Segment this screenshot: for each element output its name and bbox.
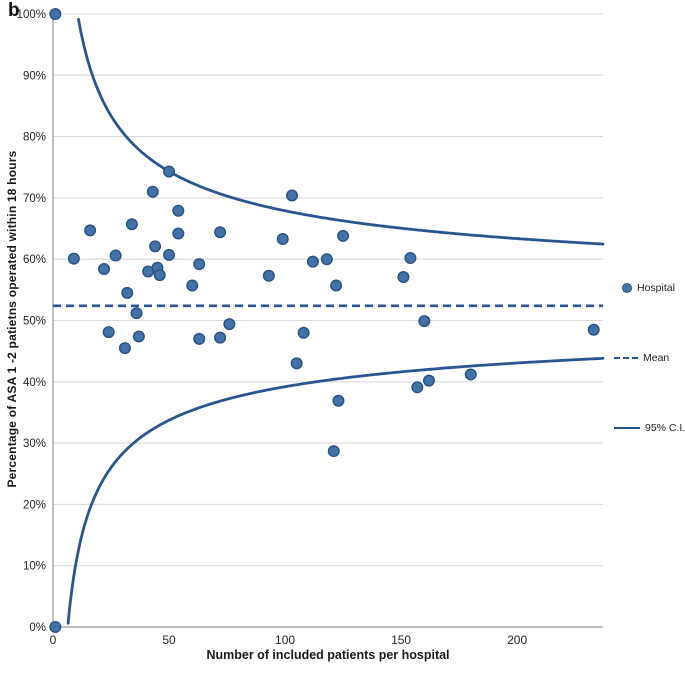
data-point	[214, 226, 227, 239]
data-point	[286, 189, 299, 202]
data-point	[132, 330, 145, 343]
data-point	[121, 286, 134, 299]
data-point	[306, 255, 319, 268]
data-point	[290, 357, 303, 370]
data-point	[84, 224, 97, 237]
legend-label-mean: Mean	[643, 352, 670, 364]
y-tick-label: 100%	[17, 9, 46, 21]
data-point	[330, 279, 343, 292]
data-point	[49, 621, 62, 634]
ci-upper-curve	[77, 17, 605, 246]
data-point	[411, 381, 424, 394]
y-tick-label: 0%	[29, 622, 46, 634]
ci-solid-line-icon	[614, 426, 640, 430]
data-point	[109, 249, 122, 262]
data-point	[464, 368, 477, 381]
data-point	[186, 279, 199, 292]
hospital-marker-icon	[622, 283, 632, 293]
data-point	[163, 248, 176, 261]
data-point	[262, 269, 275, 282]
y-tick-label: 20%	[23, 499, 46, 511]
data-point	[337, 229, 350, 242]
data-point	[214, 331, 227, 344]
data-point	[193, 332, 206, 345]
data-point	[587, 323, 600, 336]
data-point	[297, 326, 310, 339]
mean-dashed-line-icon	[614, 357, 638, 359]
data-point	[193, 258, 206, 271]
legend-label-ci: 95% C.I.	[645, 422, 685, 434]
data-point	[163, 165, 176, 178]
ci-lower-curve	[66, 356, 605, 625]
y-tick-label: 40%	[23, 377, 46, 389]
y-tick-label: 10%	[23, 561, 46, 573]
data-point	[172, 204, 185, 217]
data-point	[397, 270, 410, 283]
data-point	[118, 342, 131, 355]
data-point	[276, 232, 289, 245]
x-axis-title: Number of included patients per hospital	[206, 648, 450, 662]
data-point	[125, 218, 138, 231]
data-point	[146, 185, 159, 198]
x-tick-label: 0	[50, 633, 57, 647]
data-point	[320, 253, 333, 266]
data-point	[102, 326, 115, 339]
legend-item-mean: Mean	[614, 352, 669, 364]
x-tick-label: 50	[162, 633, 176, 647]
y-axis-title: Percentage of ASA 1 -2 patietns operated…	[5, 150, 19, 488]
data-point	[418, 315, 431, 328]
data-point	[67, 252, 80, 265]
y-tick-label: 50%	[23, 316, 46, 328]
legend-label-hospital: Hospital	[637, 282, 675, 294]
panel-label: b	[8, 0, 20, 21]
data-point	[149, 240, 162, 253]
y-tick-label: 90%	[23, 70, 46, 82]
legend-item-ci: 95% C.I.	[614, 422, 685, 434]
data-point	[49, 7, 62, 21]
data-point	[422, 374, 435, 387]
data-point	[130, 307, 143, 320]
data-point	[153, 269, 166, 282]
y-tick-label: 30%	[23, 438, 46, 450]
data-point	[172, 227, 185, 240]
y-tick-label: 80%	[23, 132, 46, 144]
x-tick-label: 100	[275, 633, 295, 647]
x-tick-label: 150	[391, 633, 411, 647]
data-point	[404, 251, 417, 264]
data-point	[98, 263, 111, 276]
data-point	[332, 394, 345, 407]
legend-item-hospital: Hospital	[622, 282, 675, 294]
data-point	[327, 445, 340, 458]
x-tick-label: 200	[507, 633, 527, 647]
y-tick-label: 70%	[23, 193, 46, 205]
y-tick-label: 60%	[23, 254, 46, 266]
data-point	[223, 318, 236, 331]
